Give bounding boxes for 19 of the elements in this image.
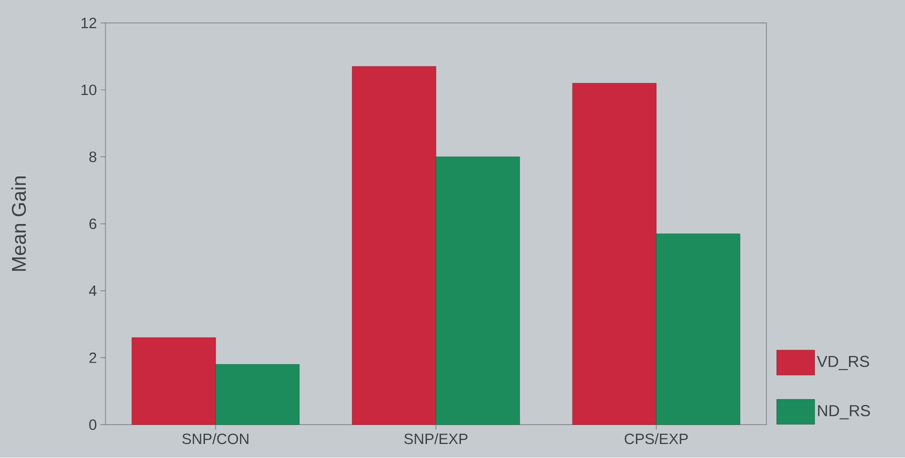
y-tick-label: 10 <box>82 84 96 96</box>
y-tick-label: 0 <box>89 420 96 430</box>
bar <box>436 156 520 425</box>
bar <box>352 66 436 425</box>
x-tick-label: CPS/EXP <box>624 433 688 444</box>
y-tick-label: 4 <box>89 286 97 296</box>
y-tick-label: 12 <box>82 18 96 28</box>
bar <box>656 234 740 425</box>
y-tick-label: 6 <box>89 218 96 230</box>
x-tick-label: SNP/CON <box>182 433 248 444</box>
y-tick-label: 2 <box>89 352 96 364</box>
y-axis-title: Mean Gain <box>11 176 26 271</box>
bar <box>132 338 216 425</box>
y-tick-label: 8 <box>89 152 96 162</box>
x-tick-label: SNP/EXP <box>404 433 468 444</box>
legend-label: ND_RS <box>818 405 870 420</box>
bar <box>215 364 300 425</box>
bar <box>572 83 656 425</box>
legend-label: VD_RS <box>816 356 870 370</box>
